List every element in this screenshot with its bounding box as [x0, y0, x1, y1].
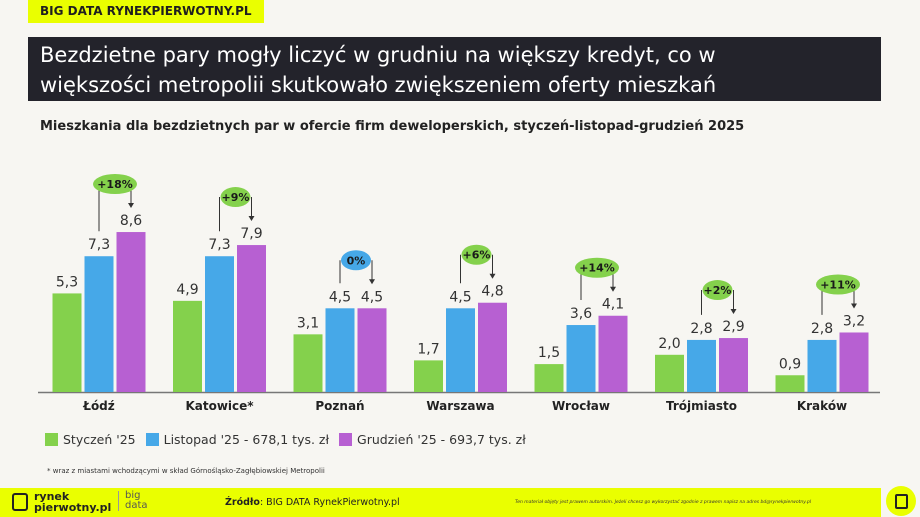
chart-title: Mieszkania dla bezdzietnych par w oferci… [40, 119, 745, 134]
bar-1 [687, 339, 716, 392]
big-data-logo: big data [118, 491, 148, 511]
data-label: 1,7 [417, 341, 439, 357]
category-label: Poznań [315, 399, 364, 413]
data-label: 4,5 [449, 289, 471, 305]
data-label: 4,5 [361, 289, 383, 305]
logo: rynek pierwotny.pl [12, 491, 111, 513]
bar-2 [598, 315, 628, 392]
bar-0 [173, 300, 202, 392]
arrow-down-icon [730, 309, 737, 315]
bar-0 [293, 334, 323, 392]
footnote: * wraz z miastami wchodzącymi w skład Gó… [47, 467, 325, 475]
data-label: 2,9 [722, 319, 744, 335]
bar-1 [566, 325, 596, 392]
arrow-down-icon [851, 303, 857, 309]
data-label: 3,6 [570, 306, 592, 322]
change-badge [575, 257, 619, 278]
data-label: 3,2 [843, 313, 865, 329]
bar-1 [446, 308, 475, 392]
bar-1 [325, 308, 355, 392]
data-label: 0,9 [779, 356, 801, 372]
data-label: 2,8 [811, 321, 833, 337]
bar-0 [52, 293, 82, 392]
data-label: 4,9 [176, 282, 198, 298]
bar-0 [534, 364, 564, 392]
change-label: +14% [579, 262, 615, 275]
bar-2 [719, 338, 748, 392]
legend-item-grudzien: Grudzień '25 - 693,7 tys. zł [339, 432, 526, 447]
source: Źródło: BIG DATA RynekPierwotny.pl [225, 497, 400, 508]
bar-1 [807, 339, 837, 392]
category-label: Trójmiasto [666, 399, 737, 413]
page-title: Bezdzietne pary mogły liczyć w grudniu n… [28, 37, 881, 101]
data-label: 7,9 [240, 226, 262, 242]
data-label: 7,3 [208, 237, 230, 253]
data-label: 1,5 [538, 345, 560, 361]
change-badge [461, 244, 492, 265]
title-line-2: większości metropolii skutkowało zwiększ… [40, 73, 717, 97]
arrow-down-icon [489, 273, 496, 279]
data-label: 2,8 [690, 321, 712, 337]
change-label: 0% [347, 254, 366, 267]
footer: rynek pierwotny.pl big data Źródło: BIG DA… [0, 488, 881, 517]
bar-1 [84, 256, 114, 392]
legend: Styczeń '25 Listopad '25 - 678,1 tys. zł… [45, 432, 526, 447]
change-badge [816, 274, 860, 295]
legend-item-styczen: Styczeń '25 [45, 432, 136, 447]
category-label: Wrocław [552, 399, 610, 413]
change-label: +9% [222, 191, 250, 204]
data-label: 4,1 [602, 297, 624, 313]
category-label: Warszawa [426, 399, 494, 413]
data-label: 5,3 [56, 274, 78, 290]
data-label: 8,6 [120, 213, 142, 229]
bar-0 [414, 360, 443, 392]
bar-2 [237, 245, 266, 392]
arrow-down-icon [248, 216, 255, 222]
bar-2 [116, 232, 146, 392]
change-badge [702, 280, 733, 301]
change-label: +18% [97, 178, 133, 191]
bar-2 [839, 332, 869, 392]
arrow-down-icon [369, 279, 375, 285]
legend-item-listopad: Listopad '25 - 678,1 tys. zł [145, 432, 329, 447]
copyright-note: Ten materiał objęty jest prawem autorski… [515, 500, 812, 505]
arrow-down-icon [128, 203, 134, 209]
category-label: Łódź [82, 399, 115, 413]
bar-2 [357, 308, 387, 392]
brand-tag: BIG DATA RYNEKPIERWOTNY.PL [28, 0, 264, 23]
data-label: 4,5 [329, 289, 351, 305]
bar-1 [205, 256, 234, 392]
brand-badge-icon [886, 486, 916, 516]
bar-2 [478, 302, 507, 392]
data-label: 2,0 [658, 336, 680, 352]
bar-0 [655, 354, 684, 392]
change-label: +6% [463, 249, 491, 262]
change-badge [93, 174, 137, 195]
title-line-1: Bezdzietne pary mogły liczyć w grudniu n… [40, 43, 716, 67]
bar-chart: 5,3 7,3 8,6 Łódź +18% 4,9 7,3 7,9 Katowice* +9% 3,… [38, 174, 880, 413]
data-label: 7,3 [88, 237, 110, 253]
data-label: 3,1 [297, 315, 319, 331]
change-label: +2% [704, 284, 732, 297]
change-label: +11% [820, 278, 856, 291]
bar-0 [775, 375, 805, 392]
category-label: Kraków [797, 399, 847, 413]
change-badge [220, 187, 251, 208]
data-label: 4,8 [481, 284, 503, 300]
arrow-down-icon [610, 286, 616, 292]
category-label: Katowice* [185, 399, 254, 413]
change-badge [341, 250, 371, 271]
